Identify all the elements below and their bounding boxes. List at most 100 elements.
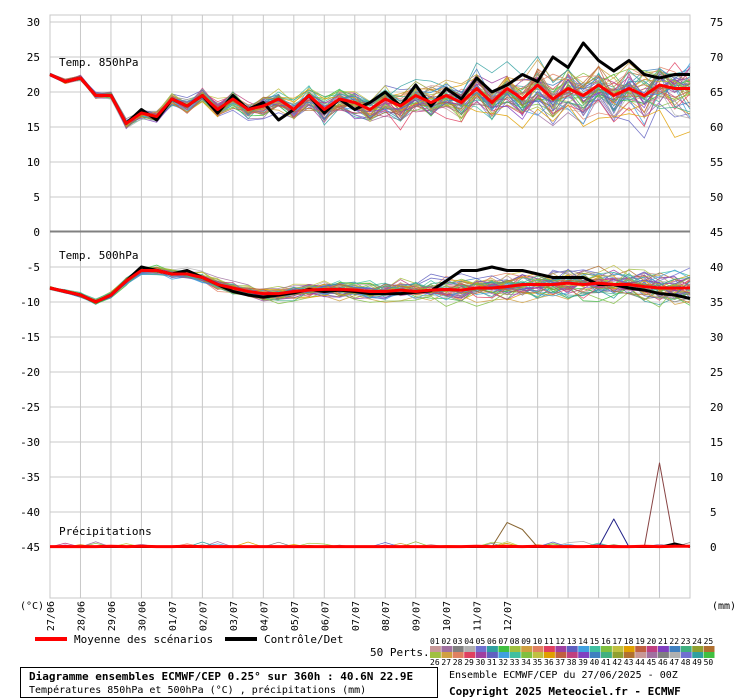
copyright: Copyright 2025 Meteociel.fr - ECMWF xyxy=(449,685,681,698)
x-tick-label: 11/07 xyxy=(473,601,484,631)
tick-right-500: 35 xyxy=(710,296,723,309)
legend-member-swatch xyxy=(635,652,647,658)
tick-left-500: -40 xyxy=(20,506,40,519)
legend-member-swatch xyxy=(612,652,624,658)
legend-member-swatch xyxy=(532,646,544,652)
legend-member-code: 27 xyxy=(441,658,451,665)
mean-line-500 xyxy=(49,269,690,304)
legend-member-code: 05 xyxy=(476,637,486,646)
x-tick-label: 06/07 xyxy=(320,601,331,631)
legend-member-swatch xyxy=(521,646,533,652)
tick-right-500: 10 xyxy=(710,471,723,484)
legend-member-code: 21 xyxy=(658,637,668,646)
caption-box: Diagramme ensembles ECMWF/CEP 0.25° sur … xyxy=(20,667,438,698)
legend-member-code: 16 xyxy=(601,637,611,646)
legend-member-code: 12 xyxy=(555,637,565,646)
axis-unit-right: (mm) xyxy=(712,601,736,612)
legend-member-swatch xyxy=(452,652,464,658)
legend-member-code: 32 xyxy=(498,658,508,665)
legend-member-code: 15 xyxy=(590,637,600,646)
tick-left-850: 25 xyxy=(27,51,40,64)
legend-member-swatch xyxy=(578,646,590,652)
legend-member-code: 26 xyxy=(430,658,440,665)
legend-member-swatch xyxy=(692,652,704,658)
legend-member-swatch xyxy=(498,646,510,652)
legend-member-swatch xyxy=(555,652,567,658)
legend-member-swatch xyxy=(703,652,715,658)
run-info: Ensemble ECMWF/CEP du 27/06/2025 - 00Z xyxy=(449,670,678,681)
legend-member-code: 50 xyxy=(704,658,714,665)
legend-member-code: 17 xyxy=(612,637,622,646)
legend-member-swatch xyxy=(464,646,476,652)
legend-member-swatch xyxy=(464,652,476,658)
legend-member-swatch xyxy=(601,646,612,652)
legend-member-swatch xyxy=(430,652,441,658)
legend-member-code: 36 xyxy=(544,658,554,665)
legend-member-swatch xyxy=(487,646,498,652)
legend-member-code: 23 xyxy=(681,637,691,646)
legend-member-swatch xyxy=(566,652,578,658)
x-tick-label: 28/06 xyxy=(76,601,87,631)
legend-member-swatch xyxy=(703,646,715,652)
tick-left-500: -10 xyxy=(20,296,40,309)
legend-member-swatch xyxy=(623,646,635,652)
legend-member-code: 45 xyxy=(647,658,657,665)
legend-member-swatch xyxy=(452,646,464,652)
legend-member-swatch xyxy=(555,646,567,652)
tick-left-500: -30 xyxy=(20,436,40,449)
legend-member-code: 01 xyxy=(430,637,440,646)
legend-member-swatch xyxy=(658,646,669,652)
legend-member-code: 34 xyxy=(521,658,531,665)
legend-member-code: 48 xyxy=(681,658,691,665)
legend-member-code: 40 xyxy=(590,658,600,665)
legend-member-swatch xyxy=(612,646,624,652)
tick-right-500: 20 xyxy=(710,401,723,414)
tick-right-500: 25 xyxy=(710,366,723,379)
x-tick-label: 03/07 xyxy=(229,601,240,631)
tick-left-850: 10 xyxy=(27,156,40,169)
panel-title-500: Temp. 500hPa xyxy=(59,249,138,262)
legend-member-swatch xyxy=(509,646,521,652)
legend-member-swatch xyxy=(441,646,453,652)
legend-member-code: 28 xyxy=(453,658,463,665)
legend-member-swatch xyxy=(441,652,453,658)
tick-left-500: -25 xyxy=(20,401,40,414)
legend-member-code: 13 xyxy=(567,637,577,646)
tick-left-850: 30 xyxy=(27,16,40,29)
legend-member-code: 42 xyxy=(612,658,622,665)
legend-member-swatch xyxy=(658,652,669,658)
legend-member-swatch xyxy=(475,652,487,658)
legend-perts-label: 50 Perts. xyxy=(370,646,430,659)
legend-member-swatch xyxy=(646,646,658,652)
tick-right-850: 65 xyxy=(710,86,723,99)
x-tick-label: 29/06 xyxy=(107,601,118,631)
legend-member-code: 03 xyxy=(453,637,463,646)
legend-member-swatch xyxy=(601,652,612,658)
legend-member-swatch xyxy=(692,646,704,652)
legend-member-code: 02 xyxy=(441,637,451,646)
legend-member-code: 49 xyxy=(692,658,702,665)
legend-member-code: 08 xyxy=(510,637,520,646)
x-tick-label: 27/06 xyxy=(46,601,57,631)
legend-member-swatch xyxy=(544,646,555,652)
x-tick-label: 30/06 xyxy=(137,601,148,631)
legend-member-code: 35 xyxy=(533,658,543,665)
legend-member-code: 31 xyxy=(487,658,497,665)
legend-mean-label: Moyenne des scénarios xyxy=(74,633,213,646)
legend-member-swatch xyxy=(589,646,601,652)
tick-right-850: 50 xyxy=(710,191,723,204)
tick-left-850: 0 xyxy=(33,226,40,239)
ensemble-chart: 302520151050757065605550-5-10-15-20-25-3… xyxy=(20,14,736,665)
legend-member-code: 29 xyxy=(464,658,474,665)
legend-member-code: 38 xyxy=(567,658,577,665)
caption-title: Diagramme ensembles ECMWF/CEP 0.25° sur … xyxy=(29,670,414,683)
legend-member-code: 24 xyxy=(692,637,702,646)
legend-member-code: 47 xyxy=(669,658,679,665)
tick-left-500: -45 xyxy=(20,541,40,554)
legend-member-swatch xyxy=(430,646,441,652)
legend-member-swatch xyxy=(487,652,498,658)
legend-member-swatch xyxy=(635,646,647,652)
legend-member-swatch xyxy=(544,652,555,658)
legend-member-code: 09 xyxy=(521,637,531,646)
legend-member-swatch xyxy=(623,652,635,658)
